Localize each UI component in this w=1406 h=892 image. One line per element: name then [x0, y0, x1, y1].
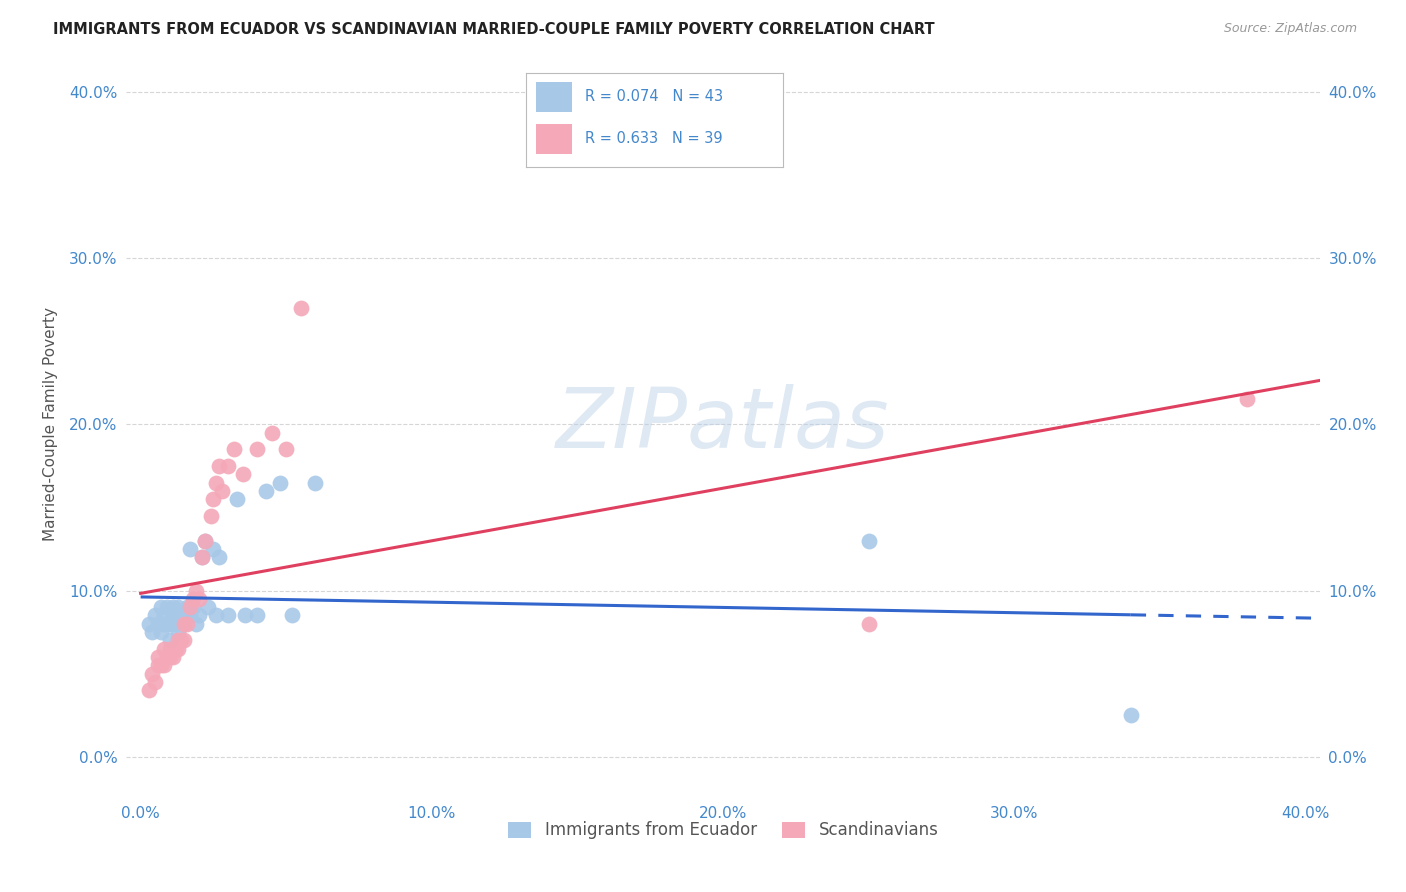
Point [269, 475, 291, 490]
Point [141, 666, 163, 681]
Point [176, 616, 198, 631]
Point [191, 550, 214, 565]
Point [153, 641, 176, 656]
Point [246, 442, 269, 457]
Point [167, 633, 190, 648]
Point [165, 641, 187, 656]
Point [159, 616, 181, 631]
Point [179, 608, 201, 623]
Point [153, 616, 176, 631]
Point [146, 649, 169, 664]
Point [167, 641, 190, 656]
Text: ZIPatlas: ZIPatlas [557, 384, 890, 465]
Point [141, 625, 163, 640]
Point [150, 625, 173, 640]
Point [254, 483, 277, 498]
Point [150, 600, 173, 615]
Point [202, 541, 225, 556]
Point [162, 600, 184, 615]
Point [276, 442, 298, 457]
Point [173, 608, 195, 623]
Point [202, 492, 225, 507]
Point [167, 625, 190, 640]
Point [290, 301, 312, 315]
Point [173, 633, 195, 648]
Point [281, 608, 304, 623]
Point [143, 608, 166, 623]
Point [159, 633, 181, 648]
Point [217, 458, 239, 473]
Point [165, 608, 187, 623]
Point [211, 483, 233, 498]
Point [858, 533, 880, 548]
Point [173, 616, 195, 631]
Point [159, 641, 181, 656]
Point [246, 608, 269, 623]
Point [170, 608, 193, 623]
Point [167, 600, 190, 615]
Legend: Immigrants from Ecuador, Scandinavians: Immigrants from Ecuador, Scandinavians [502, 814, 945, 846]
Point [156, 600, 179, 615]
Point [179, 541, 201, 556]
Text: Source: ZipAtlas.com: Source: ZipAtlas.com [1223, 22, 1357, 36]
Point [194, 533, 217, 548]
Point [205, 475, 228, 490]
Point [187, 591, 209, 606]
Point [156, 616, 179, 631]
Point [184, 583, 207, 598]
Point [217, 608, 239, 623]
Point [170, 633, 193, 648]
Point [176, 600, 198, 615]
Point [208, 550, 231, 565]
Point [138, 683, 160, 698]
Point [205, 608, 228, 623]
Point [143, 674, 166, 689]
Point [181, 591, 204, 606]
Point [858, 616, 880, 631]
Point [150, 658, 173, 673]
Point [179, 600, 201, 615]
Point [304, 475, 326, 490]
Point [153, 608, 176, 623]
Point [162, 649, 184, 664]
Point [146, 658, 169, 673]
Point [260, 425, 283, 440]
Point [187, 608, 209, 623]
Point [138, 616, 160, 631]
Point [232, 467, 254, 482]
Point [184, 616, 207, 631]
Point [194, 533, 217, 548]
Point [1236, 392, 1258, 407]
Point [191, 550, 214, 565]
Point [235, 608, 257, 623]
Point [197, 600, 219, 615]
Point [159, 649, 181, 664]
Point [173, 616, 195, 631]
Point [153, 658, 176, 673]
Point [165, 616, 187, 631]
Point [225, 492, 247, 507]
Point [208, 458, 231, 473]
Point [222, 442, 245, 457]
Point [181, 600, 204, 615]
Point [162, 608, 184, 623]
Point [156, 649, 179, 664]
Text: IMMIGRANTS FROM ECUADOR VS SCANDINAVIAN MARRIED-COUPLE FAMILY POVERTY CORRELATIO: IMMIGRANTS FROM ECUADOR VS SCANDINAVIAN … [53, 22, 935, 37]
Point [1119, 708, 1142, 723]
Y-axis label: Married-Couple Family Poverty: Married-Couple Family Poverty [44, 308, 58, 541]
Point [146, 616, 169, 631]
Point [200, 508, 222, 523]
